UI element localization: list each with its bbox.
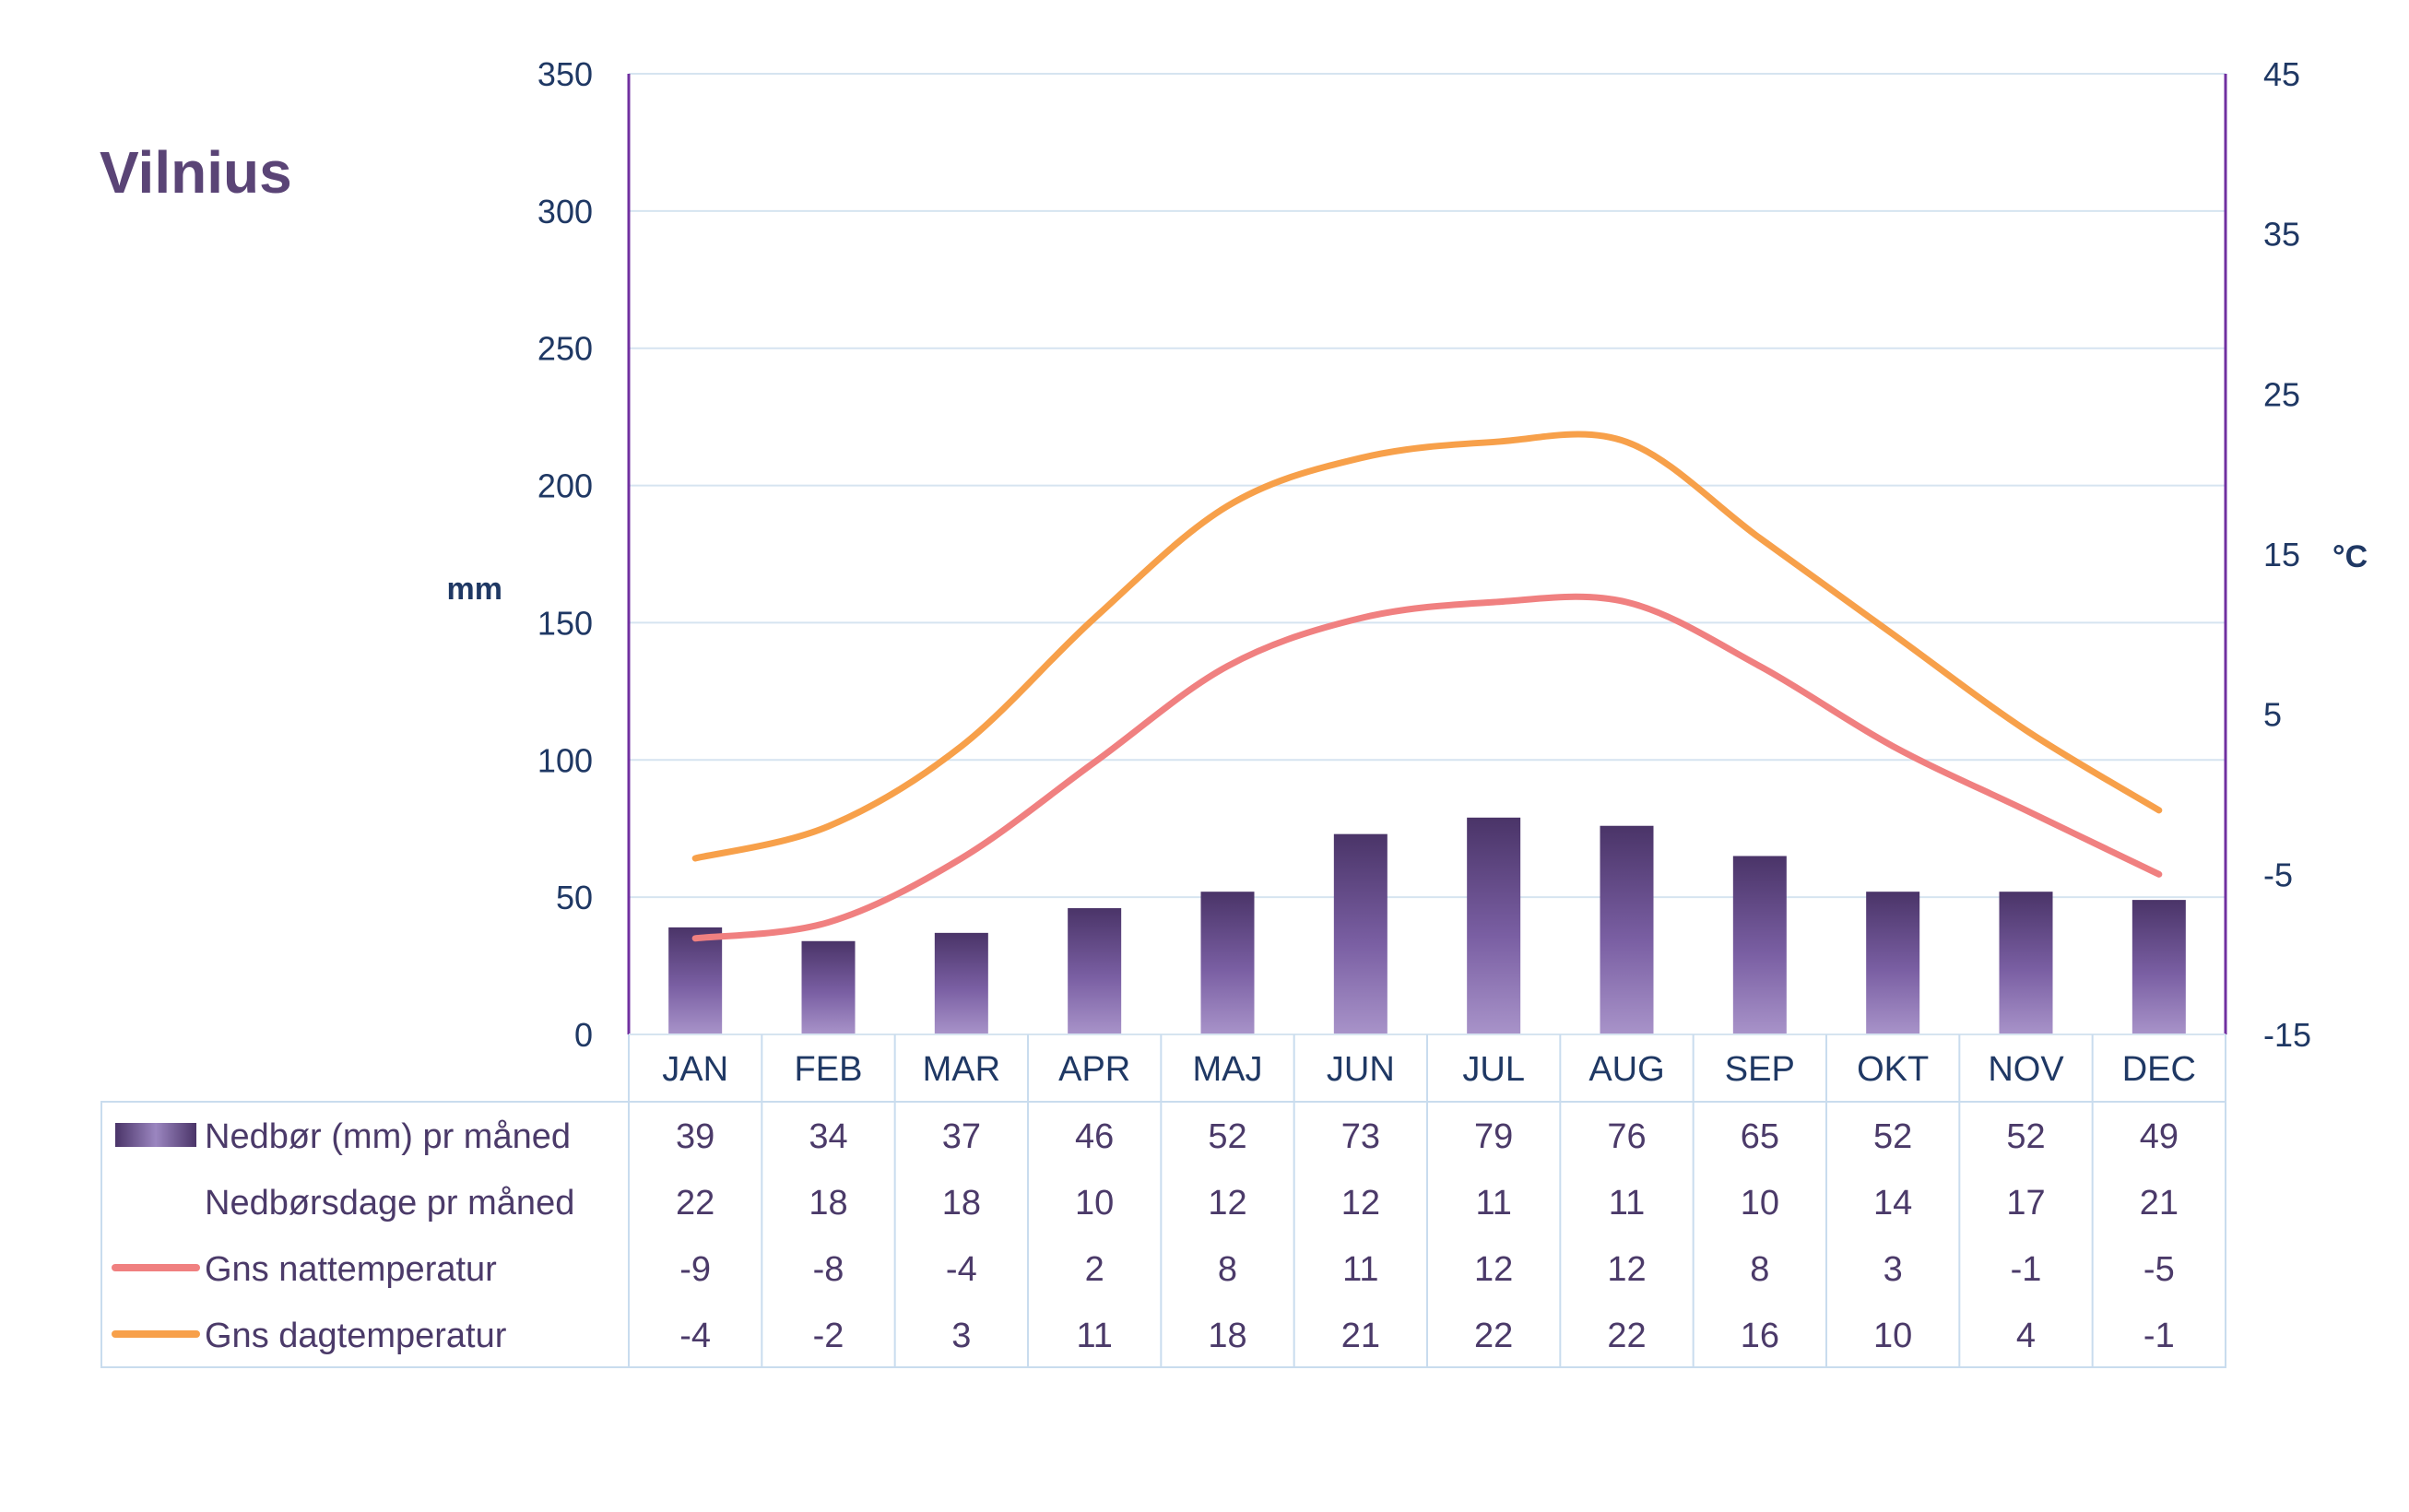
table-cell-value: 73 xyxy=(1341,1117,1380,1156)
table-cell-value: 39 xyxy=(676,1117,714,1156)
x-tick-label: MAR xyxy=(923,1050,1000,1089)
precip-bar xyxy=(1732,856,1787,1034)
table-cell-value: 76 xyxy=(1607,1117,1646,1156)
x-tick-label: DEC xyxy=(2122,1050,2196,1089)
y-right-tick-label: 35 xyxy=(2263,216,2300,254)
table-cell-value: 79 xyxy=(1474,1117,1513,1156)
table-cell-value: -1 xyxy=(2143,1317,2175,1355)
table-cell-value: 2 xyxy=(1085,1250,1104,1289)
y-left-axis-label: mm xyxy=(447,572,502,607)
table-cell-value: 52 xyxy=(2006,1117,2045,1156)
table-cell-value: 14 xyxy=(1873,1184,1912,1223)
table-cell-value: 12 xyxy=(1607,1250,1646,1289)
table-cell-value: -5 xyxy=(2143,1250,2175,1289)
chart-title: Vilnius xyxy=(100,139,292,206)
legend-label: Nedbørsdage pr måned xyxy=(205,1184,574,1223)
y-right-tick-label: -5 xyxy=(2263,856,2293,893)
x-tick-label: SEP xyxy=(1725,1050,1795,1089)
x-tick-label: AUG xyxy=(1588,1050,1664,1089)
precip-bar xyxy=(2131,900,2186,1034)
y-left-tick-label: 100 xyxy=(537,741,593,779)
x-tick-label: JAN xyxy=(662,1050,728,1089)
y-left-tick-label: 300 xyxy=(537,193,593,230)
precip-bar xyxy=(1600,825,1654,1034)
table-cell-value: 11 xyxy=(1609,1184,1645,1223)
table-cell-value: 22 xyxy=(676,1184,714,1223)
table-cell-value: -8 xyxy=(813,1250,844,1289)
table-cell-value: 17 xyxy=(2006,1184,2045,1223)
table-cell-value: 52 xyxy=(1208,1117,1246,1156)
precip-bar xyxy=(668,927,723,1034)
y-left-tick-label: 0 xyxy=(574,1016,593,1054)
y-right-tick-label: 15 xyxy=(2263,536,2300,573)
y-right-tick-label: -15 xyxy=(2263,1016,2311,1054)
table-cell-value: -9 xyxy=(679,1250,711,1289)
table-cell-value: 11 xyxy=(1342,1250,1378,1289)
precip-bar xyxy=(1068,908,1122,1034)
y-left-tick-label: 250 xyxy=(537,330,593,368)
table-cell-value: 37 xyxy=(942,1117,981,1156)
table-cell-value: 12 xyxy=(1208,1184,1246,1223)
table-cell-value: 46 xyxy=(1075,1117,1114,1156)
day-temp-line xyxy=(691,431,2163,862)
table-cell-value: 4 xyxy=(2016,1317,2036,1355)
table-cell-value: 65 xyxy=(1741,1117,1779,1156)
x-tick-label: NOV xyxy=(1988,1050,2064,1089)
table-cell-value: 3 xyxy=(1884,1250,1903,1289)
y-left-tick-label: 50 xyxy=(556,879,593,916)
table-cell-value: 22 xyxy=(1474,1317,1513,1355)
table-cell-value: 16 xyxy=(1741,1317,1779,1355)
y-right-tick-label: 5 xyxy=(2263,696,2282,734)
x-tick-label: FEB xyxy=(795,1050,863,1089)
table-cell-value: 12 xyxy=(1341,1184,1380,1223)
x-tick-label: JUN xyxy=(1327,1050,1395,1089)
table-cell-value: 11 xyxy=(1475,1184,1511,1223)
x-tick-label: MAJ xyxy=(1193,1050,1263,1089)
table-cell-value: 12 xyxy=(1474,1250,1513,1289)
table-cell-value: -2 xyxy=(813,1317,844,1355)
legend-key-precip xyxy=(115,1123,196,1147)
table-cell-value: 11 xyxy=(1076,1317,1112,1355)
precip-bar xyxy=(934,932,988,1034)
y-right-axis-label: °C xyxy=(2332,539,2368,574)
table-cell-value: 18 xyxy=(942,1184,981,1223)
y-left-tick-label: 350 xyxy=(537,55,593,93)
table-cell-value: 18 xyxy=(1208,1317,1246,1355)
table-cell-value: -1 xyxy=(2011,1250,2042,1289)
precip-bar xyxy=(1467,817,1521,1034)
legend-label: Gns dagtemperatur xyxy=(205,1317,507,1355)
table-cell-value: 22 xyxy=(1607,1317,1646,1355)
table-cell-value: 10 xyxy=(1741,1184,1779,1223)
y-right-tick-label: 45 xyxy=(2263,55,2300,93)
table-cell-value: 3 xyxy=(951,1317,971,1355)
y-right-tick-label: 25 xyxy=(2263,375,2300,413)
legend-label: Gns nattemperatur xyxy=(205,1250,497,1289)
table-cell-value: 8 xyxy=(1750,1250,1769,1289)
precip-bar xyxy=(1999,892,2053,1034)
x-tick-label: APR xyxy=(1058,1050,1130,1089)
precip-bar xyxy=(1200,892,1255,1034)
table-cell-value: 8 xyxy=(1218,1250,1237,1289)
table-cell-value: 34 xyxy=(809,1117,847,1156)
x-tick-label: OKT xyxy=(1857,1050,1929,1089)
night-temp-line xyxy=(691,593,2163,942)
table-cell-value: -4 xyxy=(679,1317,711,1355)
table-cell-value: 49 xyxy=(2140,1117,2179,1156)
precip-bar xyxy=(1866,892,1920,1034)
y-left-tick-label: 150 xyxy=(537,604,593,642)
precip-bar xyxy=(801,940,856,1034)
table-cell-value: 10 xyxy=(1873,1317,1912,1355)
table-cell-value: 52 xyxy=(1873,1117,1912,1156)
y-left-tick-label: 200 xyxy=(537,467,593,505)
table-cell-value: 18 xyxy=(809,1184,847,1223)
precip-bar xyxy=(1333,833,1388,1034)
table-cell-value: 21 xyxy=(2140,1184,2179,1223)
legend-label: Nedbør (mm) pr måned xyxy=(205,1117,571,1156)
table-cell-value: 10 xyxy=(1075,1184,1114,1223)
table-cell-value: -4 xyxy=(946,1250,977,1289)
x-tick-label: JUL xyxy=(1462,1050,1525,1089)
table-cell-value: 21 xyxy=(1341,1317,1380,1355)
